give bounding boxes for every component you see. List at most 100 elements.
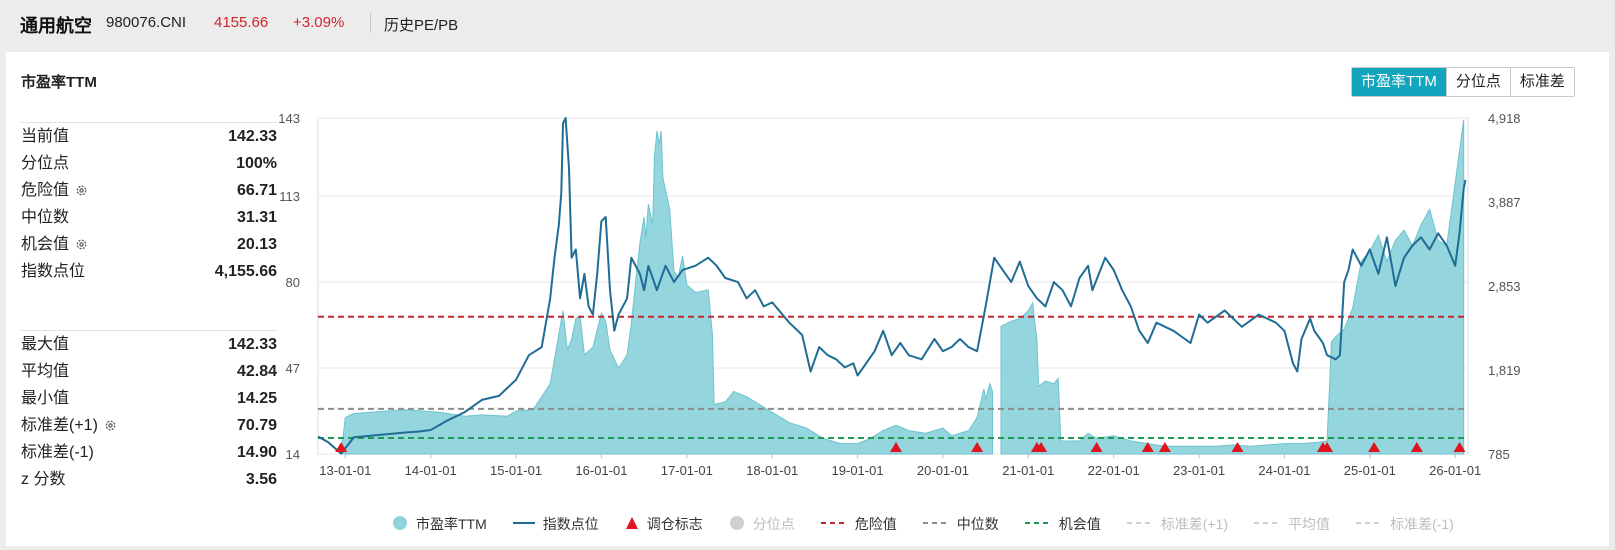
stat-label: 最大值: [21, 331, 69, 358]
x-axis-tick: 21-01-01: [1002, 463, 1054, 478]
stat-row: z 分数 3.56: [21, 466, 277, 493]
mode-percentile-button[interactable]: 分位点: [1445, 68, 1510, 96]
index-change: +3.09%: [293, 14, 345, 31]
stat-row: 当前值 142.33: [21, 123, 277, 150]
legend-item[interactable]: 中位数: [922, 514, 999, 534]
legend-dash-icon: [1126, 515, 1153, 534]
stat-value: 100%: [236, 155, 277, 172]
legend-item[interactable]: 平均值: [1254, 514, 1330, 534]
settings-gear-icon[interactable]: [104, 414, 117, 441]
stat-value: 3.56: [245, 471, 277, 488]
stat-label-text: z 分数: [21, 471, 66, 488]
x-axis-tick: 15-01-01: [490, 463, 542, 478]
stat-row: 中位数 31.31: [21, 204, 277, 231]
stat-value: 142.33: [228, 336, 277, 353]
stat-label: 当前值: [21, 123, 69, 150]
legend-dash-icon: [820, 515, 847, 534]
stat-label: z 分数: [21, 466, 65, 493]
legend-label: 标准差(+1): [1160, 516, 1229, 532]
stats-current-panel: 当前值 142.33 分位点 100% 危险值 66.71 中位数 31.31 机会值 20.13…: [21, 122, 277, 285]
stat-label-text: 机会值: [21, 236, 70, 253]
stat-label-text: 平均值: [21, 363, 70, 380]
pe-ttm-area: [340, 130, 993, 455]
legend-label: 市盈率TTM: [416, 516, 487, 532]
rebalance-marker: [1090, 442, 1103, 452]
stat-row: 平均值 42.84: [21, 358, 277, 385]
legend-label: 机会值: [1058, 516, 1101, 532]
settings-gear-icon[interactable]: [75, 179, 88, 206]
legend-item[interactable]: 标准差(+1): [1126, 514, 1229, 534]
rebalance-marker: [1368, 442, 1381, 452]
stats-summary-panel: 最大值 142.33 平均值 42.84 最小值 14.25 标准差(+1) 70.79 标准差…: [21, 330, 277, 493]
legend-dash-icon: [1356, 515, 1383, 534]
left-axis-tick: 14: [286, 447, 300, 462]
stat-label-text: 中位数: [21, 209, 70, 226]
settings-gear-icon[interactable]: [75, 233, 88, 260]
legend-circle-icon: [392, 515, 408, 534]
history-pe-pb-tab[interactable]: 历史PE/PB: [384, 17, 459, 34]
stat-row: 机会值 20.13: [21, 231, 277, 258]
legend-label: 危险值: [854, 516, 897, 532]
stat-label: 中位数: [21, 204, 69, 231]
stat-label: 标准差(-1): [21, 439, 94, 466]
left-axis-tick: 113: [279, 189, 300, 204]
stat-row: 分位点 100%: [21, 150, 277, 177]
stat-label-text: 指数点位: [21, 263, 86, 280]
right-axis-tick: 785: [1488, 447, 1510, 462]
x-axis-tick: 13-01-01: [319, 463, 371, 478]
x-axis-tick: 25-01-01: [1344, 463, 1396, 478]
mode-stddev-button[interactable]: 标准差: [1509, 68, 1574, 96]
x-axis-tick: 17-01-01: [661, 463, 713, 478]
rebalance-marker: [1231, 442, 1244, 452]
stat-label-text: 当前值: [21, 128, 70, 145]
stat-value: 31.31: [236, 209, 277, 226]
stat-label: 指数点位: [21, 258, 85, 285]
index-points-line: [317, 117, 1467, 455]
legend-item[interactable]: 调仓标志: [625, 514, 703, 534]
stat-label: 最小值: [21, 385, 69, 412]
stat-value: 142.33: [228, 128, 277, 145]
x-axis-tick: 23-01-01: [1173, 463, 1225, 478]
stat-label-text: 标准差(+1): [21, 417, 98, 434]
stat-row: 最小值 14.25: [21, 385, 277, 412]
legend-circle-icon: [729, 515, 745, 534]
x-axis-tick: 14-01-01: [405, 463, 457, 478]
legend-label: 平均值: [1288, 516, 1331, 532]
stat-value: 14.25: [236, 390, 277, 407]
rebalance-marker: [1158, 442, 1171, 452]
stat-label: 机会值: [21, 231, 88, 260]
stat-value: 20.13: [236, 236, 277, 253]
x-axis-tick: 22-01-01: [1088, 463, 1140, 478]
legend-item[interactable]: 分位点: [729, 514, 795, 534]
stat-value: 42.84: [236, 363, 277, 380]
header-bar: 通用航空 980076.CNI 4155.66 +3.09% 历史PE/PB: [0, 0, 1615, 46]
index-name: 通用航空: [20, 16, 92, 36]
legend-label: 标准差(-1): [1390, 516, 1454, 532]
index-price: 4155.66: [214, 14, 269, 31]
legend-label: 调仓标志: [646, 516, 703, 532]
legend-item[interactable]: 市盈率TTM: [392, 514, 487, 534]
rebalance-marker: [1321, 442, 1334, 452]
header-divider: [370, 13, 371, 33]
legend-item[interactable]: 机会值: [1024, 514, 1101, 534]
left-axis-tick: 80: [286, 275, 300, 290]
rebalance-marker: [335, 442, 348, 452]
right-axis-tick: 2,853: [1488, 279, 1521, 294]
rebalance-marker: [1141, 442, 1154, 452]
mode-pe-ttm-button[interactable]: 市盈率TTM: [1352, 68, 1446, 96]
legend-dash-icon: [1254, 515, 1281, 534]
legend-triangle-icon: [625, 516, 639, 533]
stat-label: 平均值: [21, 358, 69, 385]
x-axis-tick: 19-01-01: [832, 463, 884, 478]
legend-item[interactable]: 指数点位: [512, 514, 599, 534]
stat-row: 指数点位 4,155.66: [21, 258, 277, 285]
legend-label: 分位点: [752, 516, 795, 532]
right-axis-tick: 3,887: [1488, 195, 1521, 210]
stat-label-text: 最小值: [21, 390, 70, 407]
legend-item[interactable]: 标准差(-1): [1356, 514, 1454, 534]
legend-item[interactable]: 危险值: [820, 514, 897, 534]
stat-value: 14.90: [236, 444, 277, 461]
stat-row: 危险值 66.71: [21, 177, 277, 204]
left-axis-tick: 143: [278, 111, 300, 126]
